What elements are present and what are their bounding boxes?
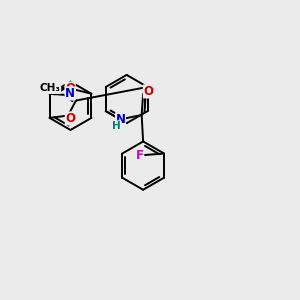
Text: N: N — [65, 87, 75, 100]
Text: O: O — [143, 85, 153, 98]
Text: O: O — [65, 82, 75, 95]
Text: F: F — [136, 148, 144, 161]
Text: O: O — [65, 112, 75, 125]
Text: CH₃: CH₃ — [40, 83, 61, 94]
Text: H: H — [112, 121, 121, 131]
Text: N: N — [116, 113, 125, 126]
